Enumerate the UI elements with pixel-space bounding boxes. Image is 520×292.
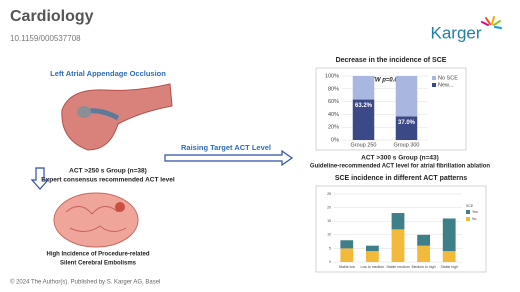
left-group: ACT >250 s Group (n=38)	[69, 168, 147, 175]
x-tick-label: Stable low	[339, 265, 356, 269]
bar-segment	[366, 251, 379, 262]
y-tick-label: 10	[327, 233, 331, 237]
x-tick-label: Low to medium	[361, 265, 385, 269]
bar-segment	[391, 229, 405, 262]
arrow-label: Raising Target ACT Level	[181, 143, 271, 152]
annotation: IPTW p=0.038	[366, 78, 406, 84]
down-arrow	[30, 167, 50, 190]
y-tick-label: 80%	[328, 86, 339, 92]
y-tick-label: 5	[329, 246, 331, 250]
left-heading: Left Atrial Appendage Occlusion	[50, 69, 166, 78]
y-tick-label: 40%	[328, 112, 339, 118]
bar-segment	[442, 251, 456, 262]
logo: Karger	[430, 16, 502, 42]
value-label: 63.2%	[355, 103, 373, 109]
heart-illustration	[61, 83, 173, 151]
y-tick-label: 25	[327, 192, 331, 196]
bar-segment	[340, 240, 354, 249]
outcome-line-1: High Incidence of Procedure-related	[46, 252, 149, 258]
bar-segment	[391, 213, 405, 230]
x-tick-label: Group 250	[351, 142, 377, 148]
footer: © 2024 The Author(s). Published by S. Ka…	[10, 279, 160, 286]
journal: Cardiology	[10, 8, 94, 25]
bar-segment	[417, 234, 430, 246]
y-tick-label: 60%	[328, 99, 339, 105]
legend-swatch	[466, 217, 470, 221]
x-tick-label: Stable high	[440, 265, 458, 269]
bar-segment	[395, 116, 418, 140]
bar-segment	[442, 218, 456, 252]
chart-frame	[315, 67, 467, 151]
y-tick-label: 100%	[325, 73, 339, 79]
legend-title: SCE	[466, 204, 474, 208]
y-tick-label: 0%	[331, 137, 339, 143]
publisher: Karger	[430, 23, 481, 42]
x-tick-label: Stable medium	[386, 265, 409, 269]
right-group: ACT >300 s Group (n=43)	[361, 155, 439, 162]
x-tick-label: Medium to high	[412, 265, 436, 269]
left-level: Expert consensus recommended ACT level	[41, 177, 175, 184]
legend-label: New...	[438, 82, 454, 88]
brain-illustration	[53, 192, 139, 248]
legend-swatch	[466, 210, 470, 214]
y-tick-label: 15	[327, 219, 331, 223]
bar-segment	[366, 245, 379, 252]
chart-title: SCE incidence in different ACT patterns	[335, 175, 467, 182]
bar-segment	[340, 248, 354, 262]
y-tick-label: 20	[327, 206, 331, 210]
bar-segment	[395, 76, 418, 117]
doi: 10.1159/000537708	[10, 34, 81, 43]
legend-label: No SCE	[438, 75, 458, 81]
legend-swatch	[432, 83, 436, 87]
y-tick-label: 0	[329, 260, 331, 264]
x-tick-label: Group 300	[394, 142, 420, 148]
bar-segment	[352, 99, 375, 140]
right-arrow	[164, 149, 294, 167]
value-label: 37.0%	[398, 120, 416, 126]
legend-swatch	[432, 76, 436, 80]
outcome-line-2: Silent Cerebral Embolisms	[60, 261, 137, 267]
legend-label: Yes	[472, 210, 478, 214]
bar-segment	[417, 245, 430, 262]
right-level: Guideline-recommended ACT level for atri…	[310, 164, 490, 170]
chart-title: Decrease in the incidence of SCE	[336, 57, 447, 64]
bar-segment	[352, 76, 375, 100]
legend-label: No	[472, 217, 477, 221]
y-tick-label: 20%	[328, 125, 339, 131]
